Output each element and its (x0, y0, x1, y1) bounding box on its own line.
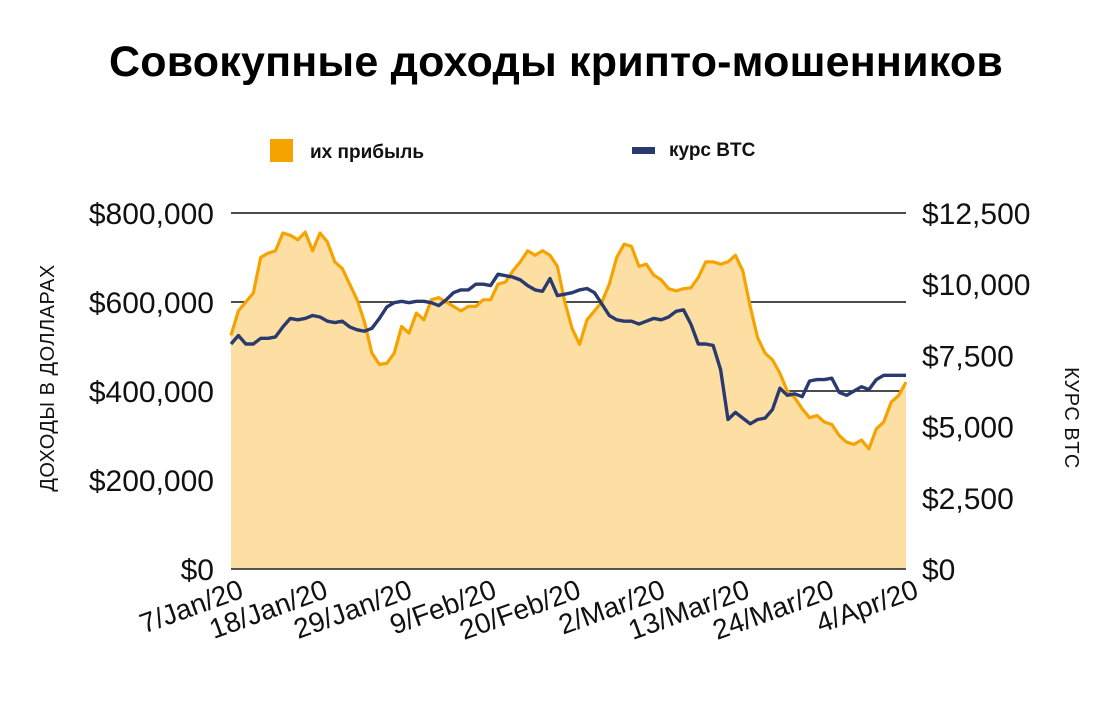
y-right-tick-label: $7,500 (922, 340, 1014, 373)
y-left-tick-label: $800,000 (89, 198, 214, 231)
x-axis: 7/Jan/2018/Jan/2029/Jan/209/Feb/2020/Feb… (136, 574, 923, 646)
y-axis-left: $0 $200,000 $400,000 $600,000 $800,000 (89, 198, 214, 587)
y-left-tick-label: $400,000 (89, 376, 214, 409)
legend-profit-swatch (270, 139, 293, 162)
y-left-tick-label: $200,000 (89, 465, 214, 498)
y-right-tick-label: $5,000 (922, 412, 1014, 445)
series-profit-line (229, 230, 908, 451)
chart-title: Совокупные доходы крипто-мошенников (109, 38, 1003, 86)
y-axis-right: $0 $2,500 $5,000 $7,500 $10,000 $12,500 (922, 198, 1030, 587)
y-axis-left-title: ДОХОДЫ В ДОЛЛАРАХ (37, 264, 59, 491)
y-right-tick-label: $12,500 (922, 198, 1030, 231)
legend: их прибыль курс BTC (270, 139, 756, 163)
y-left-tick-label: $600,000 (89, 287, 214, 320)
series-btc-line (229, 272, 906, 426)
legend-btc-swatch (632, 147, 655, 154)
y-axis-right-title: КУРС BTC (1060, 367, 1082, 469)
y-right-tick-label: $10,000 (922, 269, 1030, 302)
y-right-tick-label: $2,500 (922, 483, 1014, 516)
legend-profit-label: их прибыль (310, 142, 424, 163)
legend-btc-label: курс BTC (669, 140, 756, 161)
y-right-tick-label: $0 (922, 554, 955, 587)
y-left-tick-label: $0 (181, 554, 214, 587)
series-profit-area (231, 232, 906, 569)
